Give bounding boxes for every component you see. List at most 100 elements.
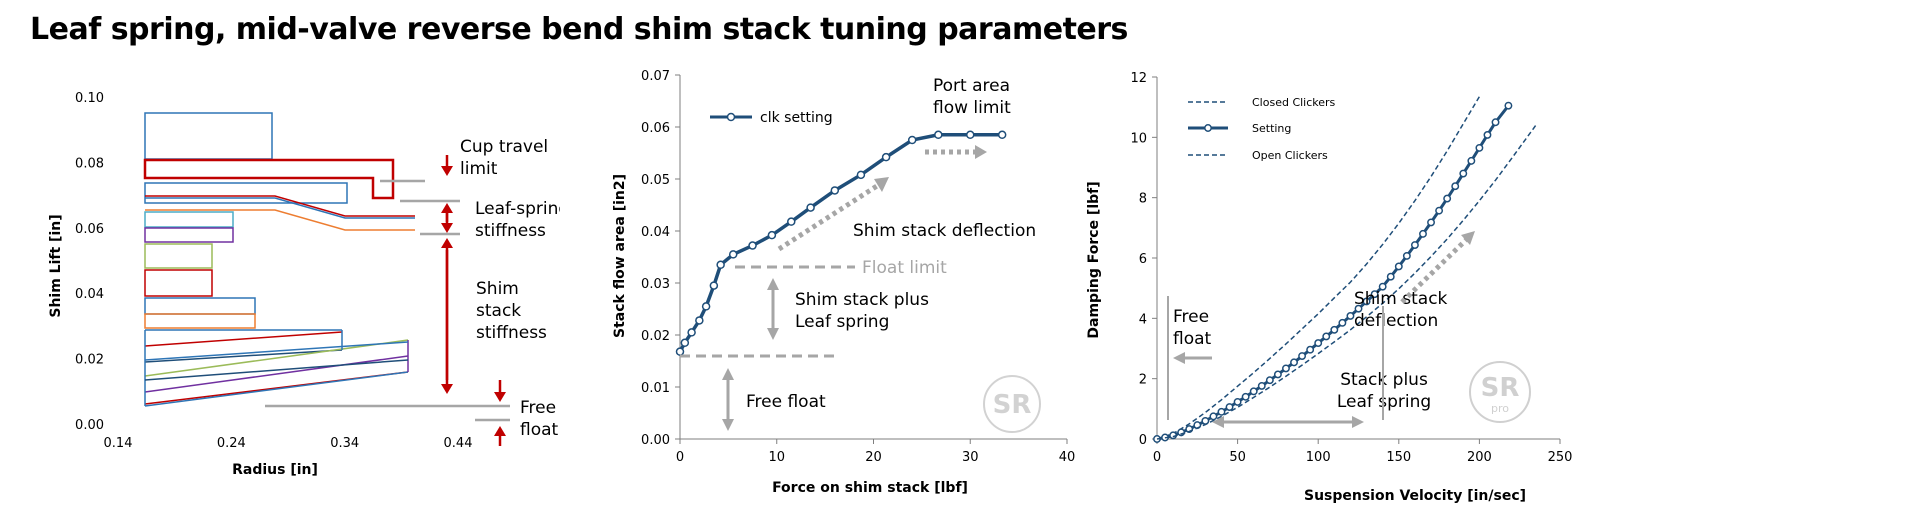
damping-force-ticks: 0 50 100 150 200 250 0 2 4 6 8 10 12 xyxy=(1130,71,1572,465)
flow-area-point xyxy=(997,130,1007,140)
damping-force-y-tick: 4 xyxy=(1139,312,1147,327)
deflection-arrow-head xyxy=(874,177,889,192)
svg-text:SR: SR xyxy=(1481,373,1520,403)
cup-outline xyxy=(143,158,395,200)
shim-outline xyxy=(144,313,256,329)
damping-setting-point xyxy=(1491,118,1500,127)
shim-stack-x-tick: 0.24 xyxy=(217,436,246,451)
flow-area-point xyxy=(695,316,704,325)
damping-force-y-tick: 2 xyxy=(1139,373,1147,388)
damping-setting-point xyxy=(1394,262,1403,271)
shim-stack-y-tick: 0.08 xyxy=(75,156,104,171)
damping-setting-point xyxy=(1257,381,1266,390)
flow-area-point xyxy=(966,130,975,140)
damping-setting-point xyxy=(1504,101,1513,110)
damping-setting-point xyxy=(1459,169,1468,178)
deflection-arrow-3 xyxy=(1400,237,1469,304)
damping-setting-point xyxy=(1290,358,1298,367)
damping-setting-point xyxy=(1354,304,1363,313)
legend-setting-marker xyxy=(1204,124,1212,132)
damping-setting-point xyxy=(1330,325,1339,334)
damping-setting-point xyxy=(1249,387,1258,396)
damping-force-x-tick: 50 xyxy=(1229,450,1246,465)
damping-force-x-axis-title: Suspension Velocity [in/sec] xyxy=(1304,488,1526,504)
damping-force-x-tick: 100 xyxy=(1306,450,1331,465)
damping-setting-point xyxy=(1362,297,1371,306)
legend-setting-label: Setting xyxy=(1252,122,1291,135)
flow-area-x-tick: 0 xyxy=(676,450,684,465)
free-float-arrow-head-3 xyxy=(1173,352,1185,364)
shim-outline xyxy=(145,209,415,231)
shim-stack-y-axis-title: Shim Lift [in] xyxy=(48,214,64,317)
red-arrow-head xyxy=(441,166,453,176)
damping-force-y-tick: 10 xyxy=(1130,131,1147,146)
flow-area-marks xyxy=(675,130,1007,356)
damping-setting-point xyxy=(1322,332,1331,341)
flow-area-x-axis-title: Force on shim stack [lbf] xyxy=(772,480,968,496)
damping-force-y-tick: 6 xyxy=(1139,252,1147,267)
shim-stack-ticks: 0.14 0.24 0.34 0.44 0.00 0.02 0.04 0.06 0.08 0.10 xyxy=(75,91,472,451)
flow-area-x-tick: 20 xyxy=(865,450,882,465)
flow-area-point xyxy=(728,250,738,259)
damping-setting-point xyxy=(1201,416,1210,425)
deflection-label-3: Shim stack deflection xyxy=(1354,289,1448,331)
flow-area-point xyxy=(701,302,711,311)
flow-area-point xyxy=(767,230,777,240)
shim-stack-stiffness-label: Shim stack stiffness xyxy=(476,279,547,343)
free-float-arrow-head-down xyxy=(722,419,734,431)
shim-stack-plot-area xyxy=(143,112,510,446)
damping-setting-point xyxy=(1410,241,1419,249)
damping-setting-point xyxy=(1475,143,1484,152)
damping-force-x-tick: 250 xyxy=(1548,450,1573,465)
flow-area-legend-label: clk setting xyxy=(760,110,833,126)
deflection-label-2: Shim stack deflection xyxy=(853,221,1036,241)
damping-setting-point xyxy=(1241,392,1250,401)
flow-area-x-tick: 10 xyxy=(768,450,785,465)
shimrestackor-watermark-2: SR pro xyxy=(1469,361,1531,423)
damping-setting-point xyxy=(1467,156,1476,165)
shim-outline xyxy=(144,297,256,315)
plus-leaf-arrow-head-down xyxy=(767,328,779,340)
flow-area-y-tick: 0.03 xyxy=(641,277,670,292)
damping-setting-line xyxy=(1156,104,1510,441)
shim-stack-y-tick: 0.00 xyxy=(75,418,104,433)
shim-outline xyxy=(144,182,348,204)
free-float-arrow-head-up xyxy=(722,368,734,380)
damping-setting-point xyxy=(1273,370,1282,379)
shim-outline xyxy=(144,227,234,243)
damping-setting-point xyxy=(1370,290,1379,299)
damping-setting-point xyxy=(1419,229,1427,238)
flow-area-y-tick: 0.00 xyxy=(641,433,670,448)
flow-area-point xyxy=(881,152,891,162)
damping-setting-point xyxy=(1378,282,1387,291)
flow-area-axes xyxy=(679,75,1067,440)
damping-setting-point xyxy=(1314,339,1323,348)
shim-stack-y-tick: 0.06 xyxy=(75,222,104,237)
shim-outline xyxy=(144,331,343,347)
flow-area-point xyxy=(787,217,796,226)
page-title: Leaf spring, mid-valve reverse bend shim… xyxy=(30,12,1128,47)
flow-area-ticks: 0 10 20 30 40 0.00 0.01 0.02 0.03 0.04 0.05 0.06 0.0… xyxy=(641,69,1075,465)
flow-area-legend-marker xyxy=(726,112,736,122)
red-arrow-head xyxy=(441,203,453,213)
damping-setting-point xyxy=(1298,352,1307,360)
shimrestackor-watermark-1: SR xyxy=(983,375,1041,433)
shim-stack-y-tick: 0.10 xyxy=(75,91,104,106)
damping-force-x-tick: 200 xyxy=(1467,450,1492,465)
stack-leaf-arrow-head-right xyxy=(1352,416,1364,428)
damping-setting-point xyxy=(1338,318,1347,327)
flow-area-point xyxy=(934,130,943,140)
flow-area-point xyxy=(907,135,917,145)
flow-area-y-tick: 0.06 xyxy=(641,121,670,136)
damping-setting-point xyxy=(1265,376,1274,385)
shim-stack-x-tick: 0.44 xyxy=(444,436,473,451)
plus-leaf-arrow-head-up xyxy=(767,278,779,290)
flow-area-point xyxy=(806,203,815,212)
damping-force-y-tick: 8 xyxy=(1139,192,1147,207)
damping-setting-point xyxy=(1435,206,1444,215)
flow-area-point xyxy=(748,241,757,250)
shim-outline xyxy=(144,371,409,407)
damping-setting-point xyxy=(1483,130,1492,139)
flow-area-point xyxy=(687,328,696,337)
damping-setting-point xyxy=(1225,403,1234,411)
